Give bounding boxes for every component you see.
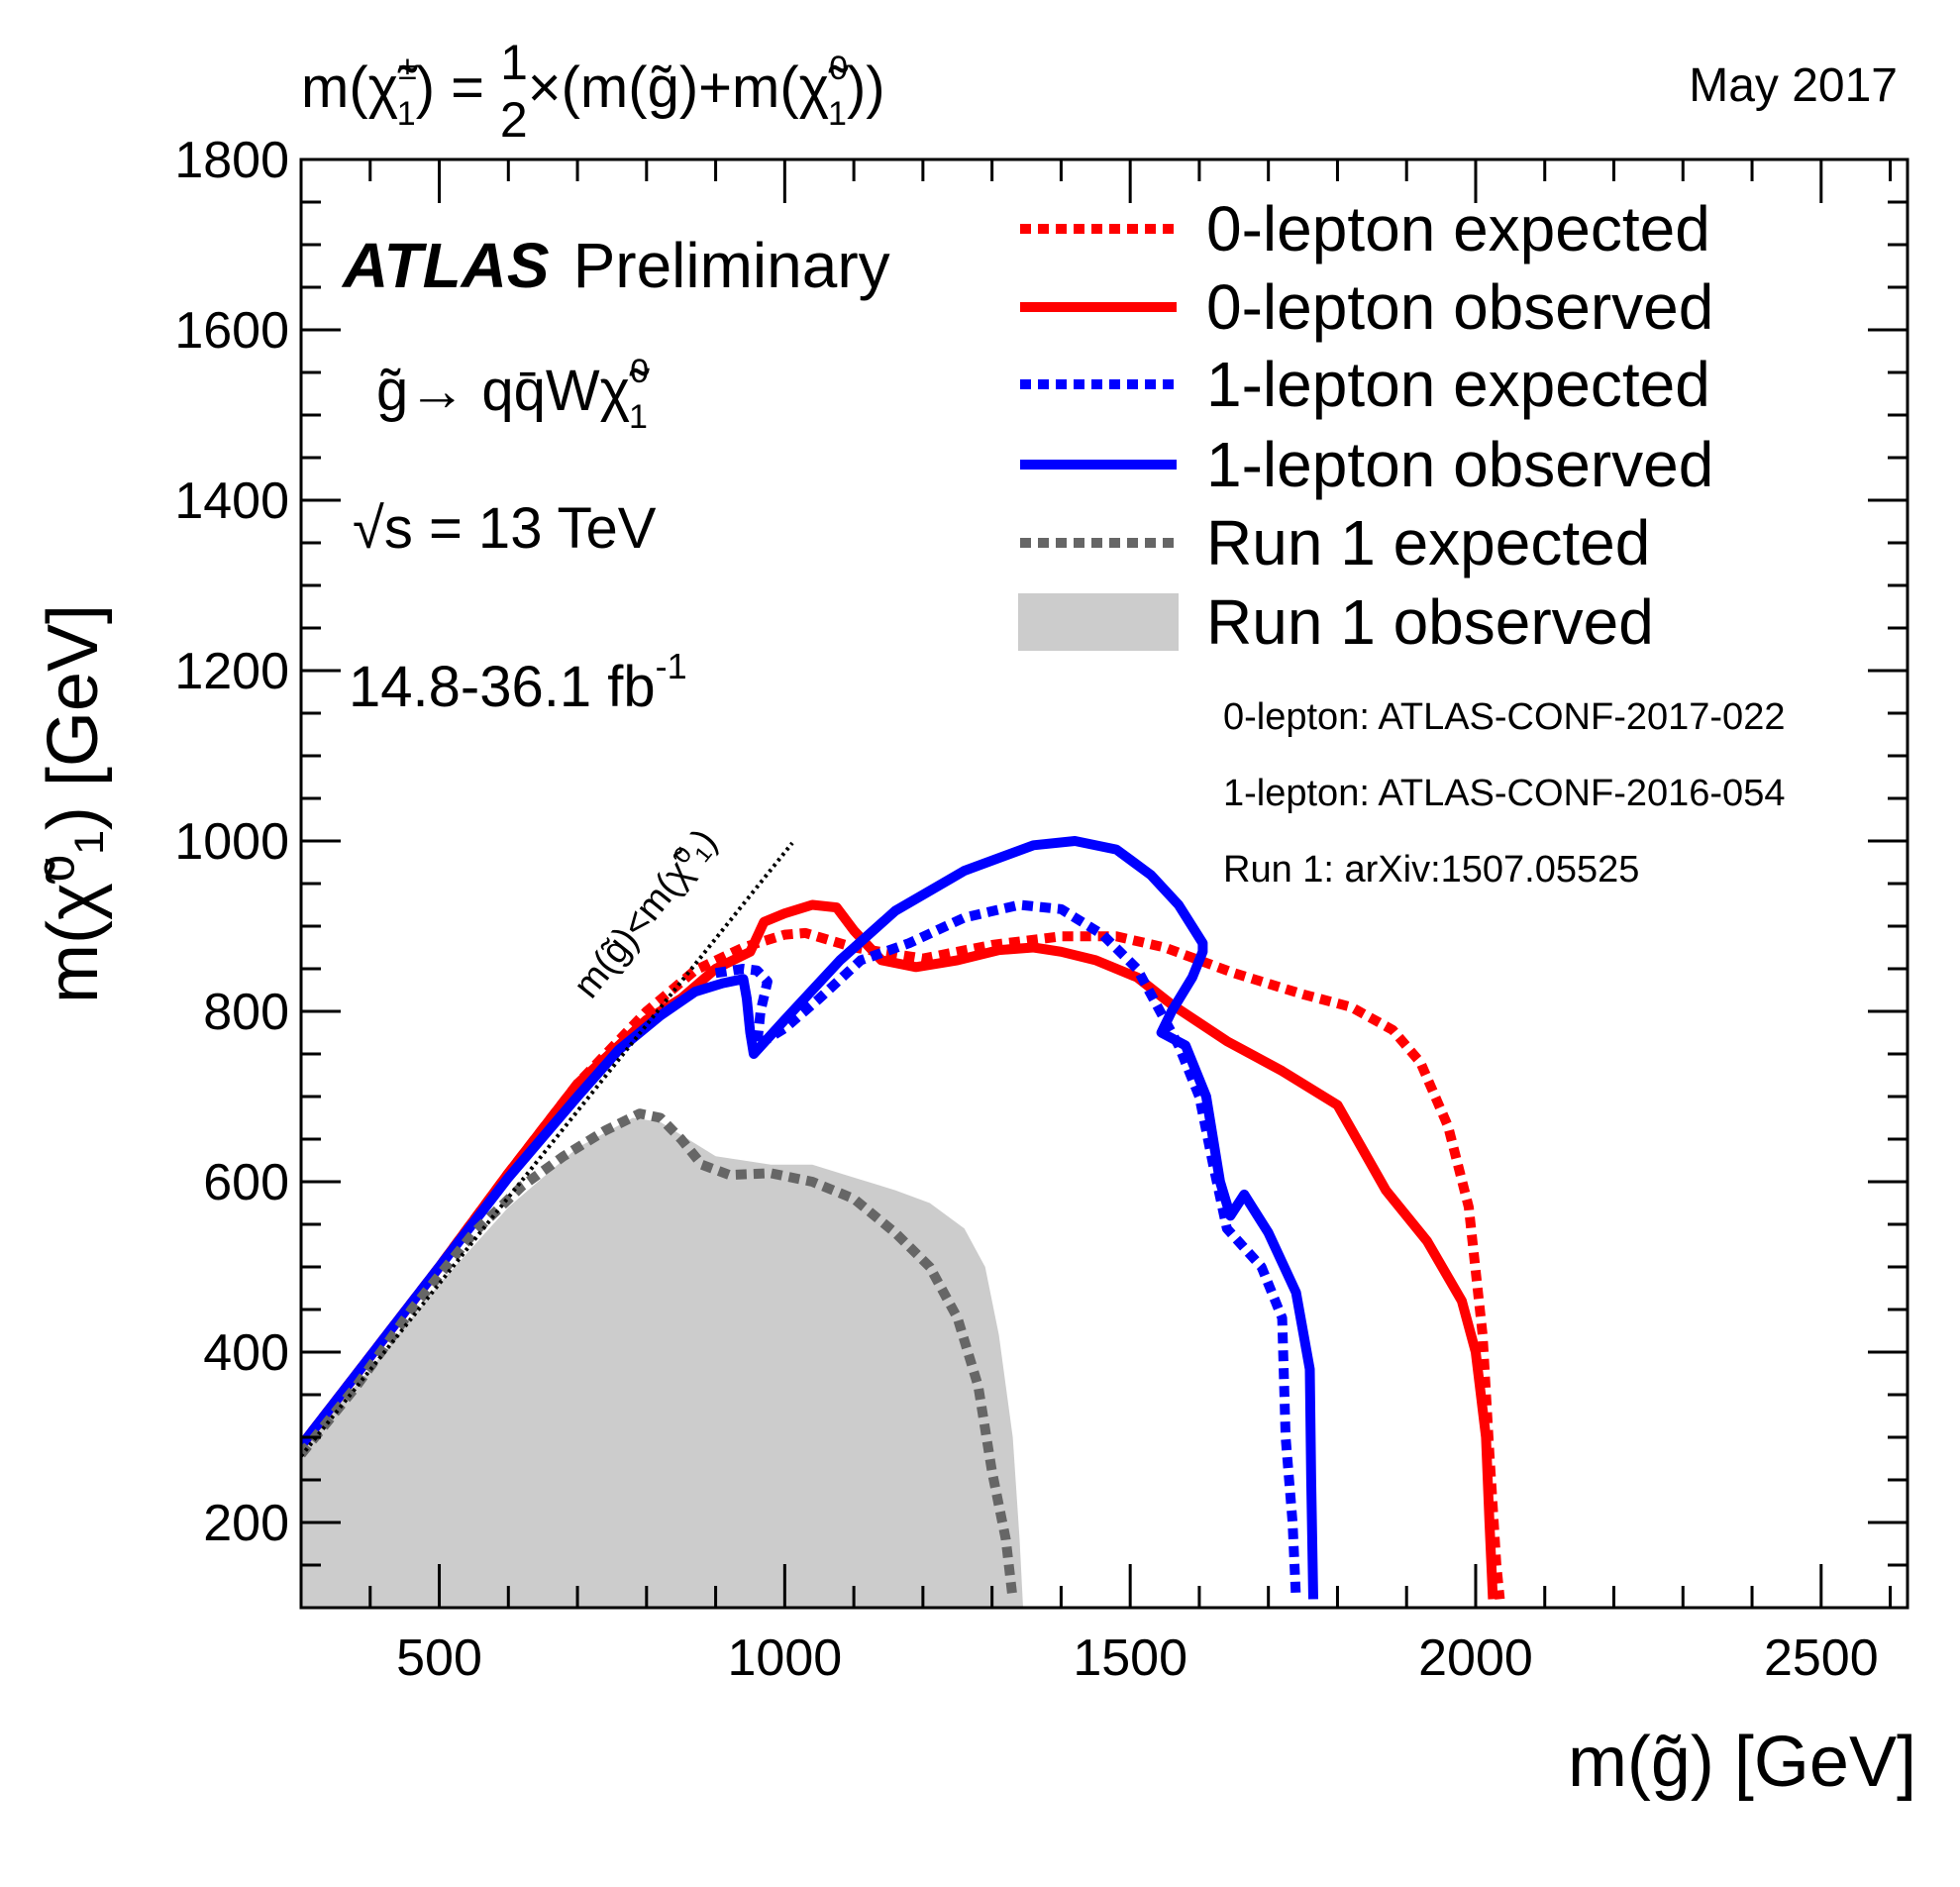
formula-part: 1 — [397, 95, 416, 133]
y-tick-label: 1800 — [174, 132, 289, 189]
series-layer — [301, 836, 1505, 1608]
x-axis-title: m(g̃) [GeV] — [1568, 1723, 1916, 1802]
reference-0lep: 0-lepton: ATLAS-CONF-2017-022 — [1223, 696, 1785, 738]
reference-run1: Run 1: arXiv:1507.05525 — [1223, 849, 1639, 891]
x-tick-label: 2000 — [1418, 1629, 1533, 1687]
date-label: May 2017 — [1689, 59, 1898, 112]
series-1-lepton-observed — [301, 836, 1318, 1600]
formula-part: ± — [398, 50, 417, 87]
y-tick-label: 1600 — [174, 302, 289, 360]
formula-part: 0 — [829, 50, 848, 87]
atlas-label: ATLAS — [341, 230, 550, 301]
energy-label: √s = 13 TeV — [353, 496, 657, 561]
legend-symbol-run-1-observed — [1018, 593, 1179, 651]
process-part: → qq̄W — [408, 359, 600, 423]
experiment-label: ATLAS Preliminary — [341, 230, 890, 301]
y-tick-label: 600 — [203, 1154, 289, 1211]
y-tick-label: 1400 — [174, 472, 289, 530]
formula-part: g̃ — [648, 55, 679, 120]
y-tick-label: 1000 — [174, 813, 289, 871]
formula-part: )+m( — [679, 55, 799, 120]
formula-part: 2 — [500, 92, 528, 148]
y-tick-label: 400 — [203, 1324, 289, 1382]
series-run-1-observed — [301, 1117, 1023, 1608]
legend-label-run-1-expected: Run 1 expected — [1206, 507, 1650, 578]
chargino-mass-formula: m(χ̃± 1) = 1 2×(m(g̃)+m(χ̃0 1)) — [301, 35, 885, 148]
y-tick-label: 800 — [203, 984, 289, 1041]
y-axis-title: m(χ̃⁰₁) [GeV] — [34, 604, 113, 1003]
process-label: g̃→ qq̄Wχ̃0 1 — [376, 353, 650, 436]
x-tick-label: 1500 — [1073, 1629, 1187, 1687]
luminosity-value: 14.8-36.1 fb — [349, 655, 656, 719]
luminosity-exponent: -1 — [656, 646, 687, 686]
formula-part: m( — [301, 55, 368, 120]
formula-part: ) = — [416, 55, 500, 120]
formula-part: ×(m( — [528, 55, 648, 120]
process-part: 0 — [630, 353, 649, 390]
legend-label-run-1-observed: Run 1 observed — [1206, 586, 1654, 658]
process-part: 1 — [629, 398, 648, 436]
formula-part: 1 — [500, 35, 528, 90]
formula-part: )) — [847, 55, 885, 120]
y-tick-label: 1200 — [174, 643, 289, 700]
ticks-layer: 500 1000 1500 2000 2500 200 400 600 800 1000 1200 1… — [174, 132, 1908, 1687]
legend-label-1-lepton-observed: 1-lepton observed — [1206, 429, 1713, 500]
legend-label-1-lepton-expected: 1-lepton expected — [1206, 349, 1710, 420]
y-tick-label: 200 — [203, 1495, 289, 1552]
legend-label-0-lepton-expected: 0-lepton expected — [1206, 193, 1710, 264]
x-tick-label: 500 — [396, 1629, 482, 1687]
series-1-lepton-expected — [714, 899, 1301, 1600]
formula-part: 1 — [828, 95, 847, 133]
x-tick-label: 2500 — [1764, 1629, 1879, 1687]
x-tick-label: 1000 — [728, 1629, 843, 1687]
reference-1lep: 1-lepton: ATLAS-CONF-2016-054 — [1223, 773, 1785, 814]
process-part: g̃ — [376, 359, 408, 423]
legend-label-0-lepton-observed: 0-lepton observed — [1206, 271, 1713, 343]
preliminary-label: Preliminary — [573, 230, 890, 301]
luminosity-label: 14.8-36.1 fb-1 — [349, 646, 687, 719]
